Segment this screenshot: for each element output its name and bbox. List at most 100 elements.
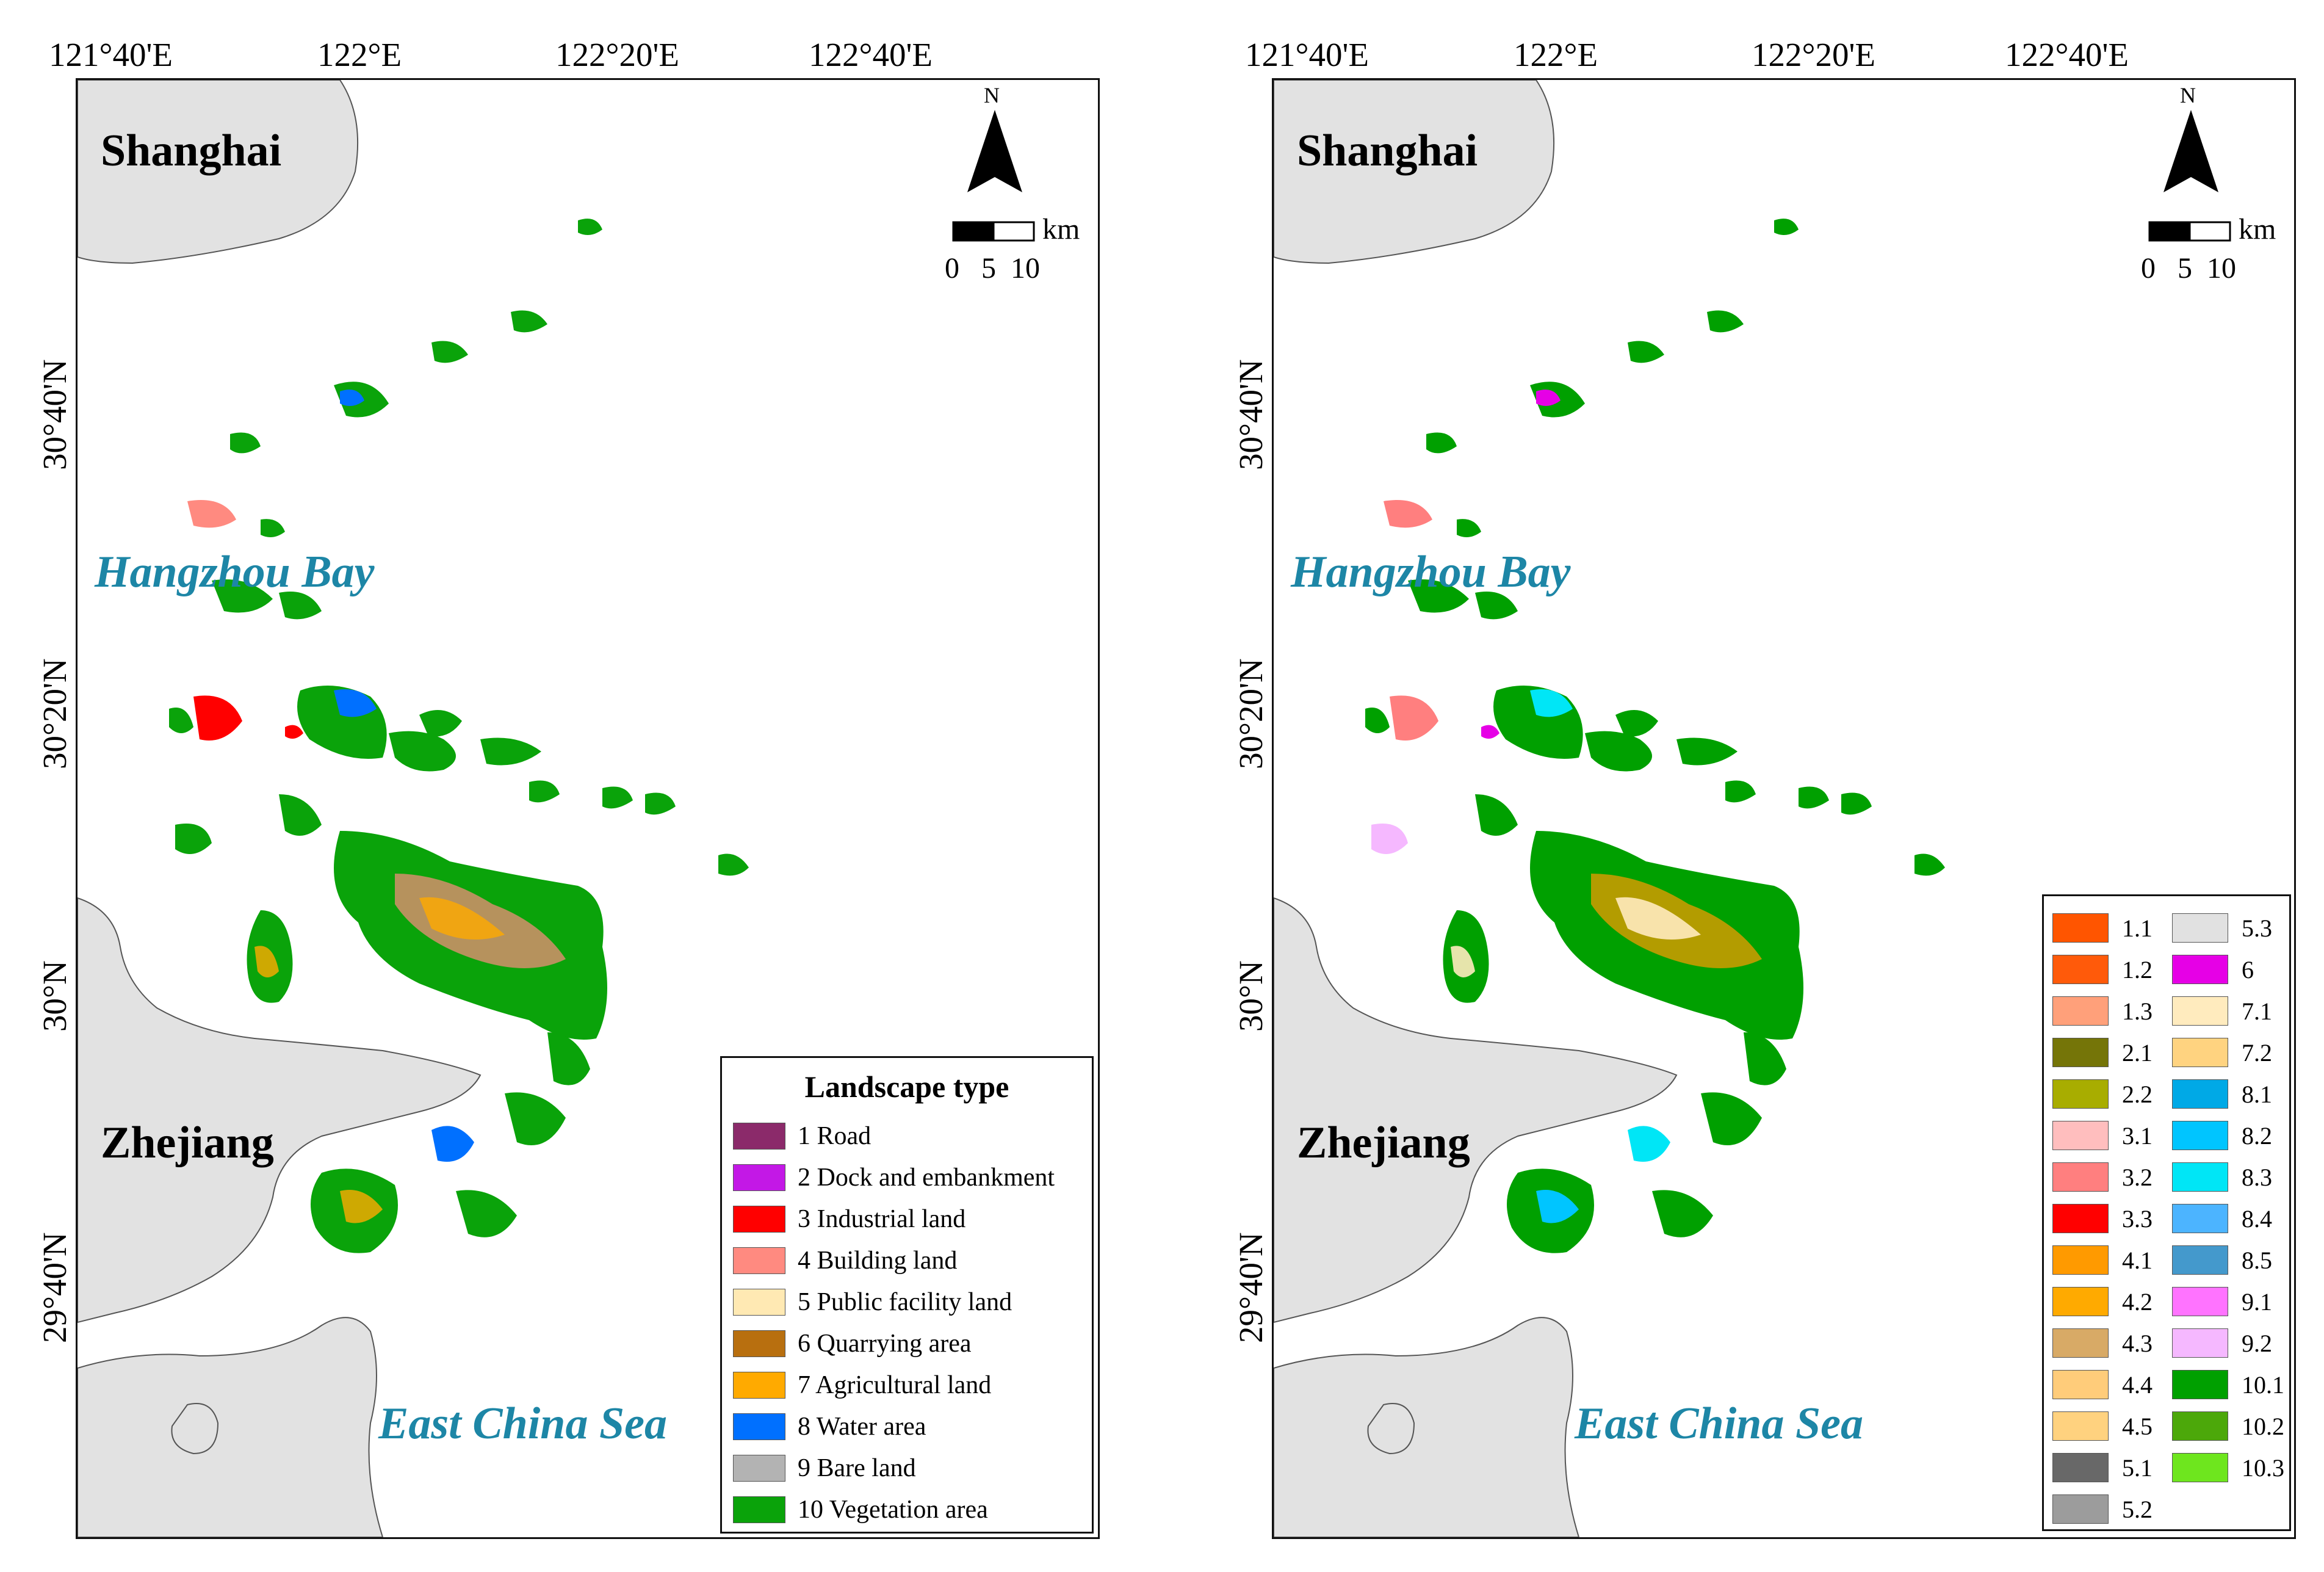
legend-swatch xyxy=(2052,1370,2109,1399)
legend-item: 8.2 xyxy=(2172,1116,2272,1155)
legend-item: 3.3 xyxy=(2052,1199,2153,1238)
legend-label: 1.3 xyxy=(2122,997,2153,1025)
lon-label-4: 122°40'E xyxy=(809,36,933,73)
legend-swatch xyxy=(2052,1411,2109,1441)
legend-swatch xyxy=(2172,1162,2228,1192)
legend-label: 10.3 xyxy=(2242,1454,2284,1482)
legend-label: 3.2 xyxy=(2122,1163,2153,1191)
legend-swatch xyxy=(2052,1494,2109,1524)
legend-swatch xyxy=(2172,913,2228,943)
lon-label-2: 122°E xyxy=(1514,36,1598,73)
legend-item: 3 Industrial land xyxy=(733,1201,965,1237)
legend-swatch xyxy=(2172,1204,2228,1233)
legend-swatch xyxy=(733,1123,785,1150)
legend-item: 1.1 xyxy=(2052,908,2153,947)
legend-label: 4 Building land xyxy=(798,1247,958,1275)
legend-swatch xyxy=(733,1206,785,1233)
legend-item: 5.1 xyxy=(2052,1448,2153,1487)
main-island-group xyxy=(169,686,749,1253)
legend-label: 3 Industrial land xyxy=(798,1205,966,1233)
legend-label: 8.4 xyxy=(2242,1204,2272,1233)
legend-label: 9 Bare land xyxy=(798,1454,916,1482)
legend-label: 8.1 xyxy=(2242,1080,2272,1108)
legend-label: 7.2 xyxy=(2242,1038,2272,1067)
label-east-china-sea: East China Sea xyxy=(1575,1399,1863,1449)
legend-swatch xyxy=(733,1330,785,1357)
zhejiang-south xyxy=(78,1317,384,1537)
label-hangzhou-bay: Hangzhou Bay xyxy=(95,547,375,597)
scale-ticks: 0 5 10 xyxy=(945,252,1040,284)
north-letter: N xyxy=(984,83,1000,107)
label-shanghai: Shanghai xyxy=(1297,126,1478,176)
legend-label: 9.1 xyxy=(2242,1288,2272,1316)
lon-label-1: 121°40'E xyxy=(49,36,173,73)
legend-item: 4.4 xyxy=(2052,1365,2153,1404)
north-arrow-icon xyxy=(2163,110,2218,192)
legend-swatch xyxy=(733,1247,785,1274)
legend-swatch xyxy=(2172,1453,2228,1482)
legend-item: 4.2 xyxy=(2052,1282,2153,1321)
legend-item: 7.2 xyxy=(2172,1033,2272,1072)
label-shanghai: Shanghai xyxy=(101,126,282,176)
legend-label: 4.3 xyxy=(2122,1329,2153,1357)
legend-swatch xyxy=(2052,1453,2109,1482)
legend-label: 4.5 xyxy=(2122,1412,2153,1440)
legend-item: 9.1 xyxy=(2172,1282,2272,1321)
legend-item: 8.3 xyxy=(2172,1157,2272,1197)
map-frame xyxy=(1272,78,2296,1539)
legend-item: 9 Bare land xyxy=(733,1450,916,1487)
legend-swatch xyxy=(2172,1038,2228,1067)
legend-item: 6 xyxy=(2172,950,2254,989)
legend-label: 5.2 xyxy=(2122,1495,2153,1523)
lon-label-3: 122°20'E xyxy=(1752,36,1876,73)
legend-label: 4.4 xyxy=(2122,1371,2153,1399)
legend-label: 2 Dock and embankment xyxy=(798,1164,1055,1192)
label-zhejiang: Zhejiang xyxy=(101,1118,274,1168)
map-canvas xyxy=(1274,80,1945,1537)
legend-swatch xyxy=(2172,1121,2228,1150)
legend-swatch xyxy=(733,1164,785,1191)
legend-label: 3.1 xyxy=(2122,1121,2153,1150)
legend-swatch xyxy=(2052,1328,2109,1358)
legend-item: 1 Road xyxy=(733,1118,871,1154)
legend-label: 10.1 xyxy=(2242,1371,2284,1399)
zhejiang-islet xyxy=(1367,1403,1415,1455)
legend-item: 4.1 xyxy=(2052,1241,2153,1280)
legend-swatch xyxy=(2052,996,2109,1026)
legend-swatch xyxy=(2052,1121,2109,1150)
scale-bar xyxy=(952,221,1035,242)
legend-item: 5.2 xyxy=(2052,1490,2153,1529)
legend-label: 5.1 xyxy=(2122,1454,2153,1482)
legend-swatch xyxy=(2172,1370,2228,1399)
legend-swatch xyxy=(733,1289,785,1316)
legend-item: 10.3 xyxy=(2172,1448,2284,1487)
subtype-legend: 1.1 1.2 1.3 2.1 2.2 3.1 3.2 3.3 4.1 4.2 4.3 4.4 4.5 5… xyxy=(2042,894,2291,1531)
lon-label-2: 122°E xyxy=(317,36,402,73)
legend-label: 4.1 xyxy=(2122,1246,2153,1274)
legend-label: 9.2 xyxy=(2242,1329,2272,1357)
legend-swatch xyxy=(733,1413,785,1440)
legend-title: Landscape type xyxy=(804,1070,1009,1104)
legend-item: 7 Agricultural land xyxy=(733,1367,991,1404)
legend-swatch xyxy=(2172,1328,2228,1358)
legend-label: 2.1 xyxy=(2122,1038,2153,1067)
northern-islands xyxy=(1384,219,1799,739)
legend-swatch xyxy=(2172,955,2228,984)
legend-item: 3.1 xyxy=(2052,1116,2153,1155)
legend-label: 10.2 xyxy=(2242,1412,2284,1440)
lat-label-1: 30°40'N xyxy=(1232,359,1269,470)
legend-item: 8.5 xyxy=(2172,1241,2272,1280)
landscape-legend: Landscape type 1 Road 2 Dock and embankme… xyxy=(720,1056,1094,1534)
lon-label-1: 121°40'E xyxy=(1245,36,1370,73)
north-arrow-icon xyxy=(967,110,1022,192)
legend-swatch xyxy=(2052,913,2109,943)
lat-label-3: 30°N xyxy=(36,960,73,1032)
legend-label: 6 Quarrying area xyxy=(798,1330,972,1358)
legend-item: 2 Dock and embankment xyxy=(733,1159,1055,1196)
map-frame xyxy=(76,78,1100,1539)
lat-label-2: 30°20'N xyxy=(1232,658,1269,769)
right-map-panel: 121°40'E 122°E 122°20'E 122°40'E 30°40'N… xyxy=(1162,0,2324,1572)
legend-label: 4.2 xyxy=(2122,1288,2153,1316)
legend-item: 9.2 xyxy=(2172,1324,2272,1363)
legend-item: 10 Vegetation area xyxy=(733,1491,988,1528)
